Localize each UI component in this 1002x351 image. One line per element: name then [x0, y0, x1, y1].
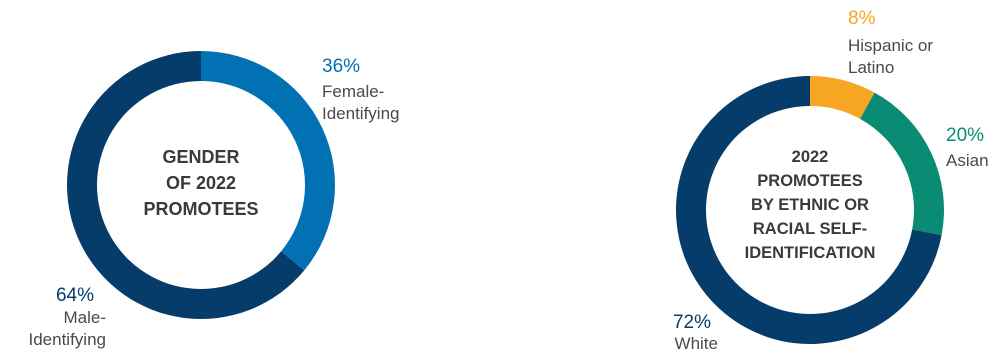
ethnicity-title-line-4: RACIAL SELF- [753, 220, 867, 238]
hispanic-slice-label: 8% Hispanic or Latino [848, 8, 933, 77]
gender-title-line-2: OF 2022 [166, 173, 236, 193]
hispanic-name-line-1: Hispanic or [848, 36, 933, 55]
ethnicity-title-line-5: IDENTIFICATION [745, 244, 876, 262]
male-name-line-2: Identifying [29, 330, 107, 349]
male-value-label: 64% [56, 285, 94, 306]
white-slice-label: 72% White [673, 312, 718, 351]
gender-chart-title: GENDER OF 2022 PROMOTEES [143, 147, 258, 219]
hispanic-value-label: 8% [848, 8, 876, 29]
female-value-label: 36% [322, 56, 360, 77]
gender-slice-1 [201, 51, 336, 271]
ethnicity-slice-2 [860, 92, 944, 236]
ethnicity-title-line-1: 2022 [792, 148, 829, 166]
female-name-line-1: Female- [322, 82, 384, 101]
asian-slice-label: 20% Asian [946, 125, 989, 170]
gender-slice-2 [67, 51, 305, 319]
white-value-label: 72% [673, 312, 711, 333]
ethnicity-slice-1 [810, 76, 875, 119]
gender-title-line-3: PROMOTEES [143, 199, 258, 219]
asian-value-label: 20% [946, 125, 984, 146]
male-name-line-1: Male- [63, 308, 106, 327]
ethnicity-title-line-3: BY ETHNIC OR [751, 196, 869, 214]
female-slice-label: 36% Female- Identifying [322, 56, 400, 123]
hispanic-name-line-2: Latino [848, 58, 894, 77]
gender-title-line-1: GENDER [162, 147, 239, 167]
gender-donut-slices [67, 51, 336, 319]
female-name-line-2: Identifying [322, 104, 400, 123]
white-name-line-1: White [675, 334, 718, 351]
ethnicity-title-line-2: PROMOTEES [757, 172, 862, 190]
ethnicity-donut-chart: 2022 PROMOTEES BY ETHNIC OR RACIAL SELF-… [673, 8, 989, 351]
ethnicity-donut-slices [675, 76, 944, 345]
male-slice-label: 64% Male- Identifying [29, 285, 107, 349]
asian-name-line-1: Asian [946, 151, 989, 170]
gender-donut-chart: GENDER OF 2022 PROMOTEES 36% Female- Ide… [29, 51, 400, 349]
ethnicity-chart-title: 2022 PROMOTEES BY ETHNIC OR RACIAL SELF-… [745, 148, 876, 262]
